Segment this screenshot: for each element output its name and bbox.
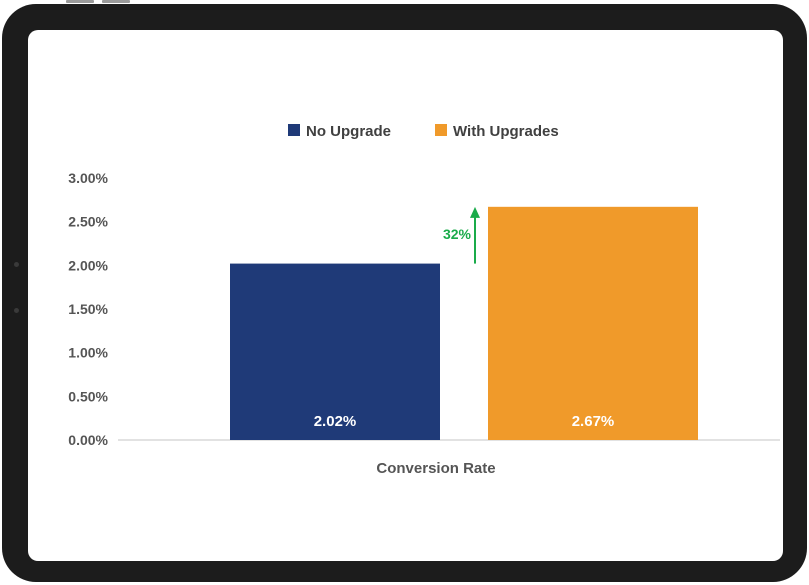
legend: No Upgrade With Upgrades bbox=[288, 123, 559, 140]
tablet-screen: No Upgrade With Upgrades 0.00% 0.50% 1.00%… bbox=[28, 30, 783, 561]
legend-label-with-upgrades: With Upgrades bbox=[453, 123, 559, 140]
y-tick-label: 2.50% bbox=[68, 214, 108, 230]
increase-annotation: 32% bbox=[443, 206, 480, 264]
y-tick-label: 3.00% bbox=[68, 170, 108, 186]
legend-swatch-with-upgrades bbox=[435, 124, 447, 136]
x-category-label: Conversion Rate bbox=[376, 460, 495, 477]
y-axis-ticks: 0.00% 0.50% 1.00% 1.50% 2.00% 2.50% 3.00% bbox=[68, 170, 108, 448]
data-label: 2.02% bbox=[314, 413, 357, 430]
y-tick-label: 1.00% bbox=[68, 345, 108, 361]
y-tick-label: 2.00% bbox=[68, 257, 108, 273]
arrow-head bbox=[470, 206, 480, 218]
sensor-dot bbox=[14, 308, 19, 313]
bar-no-upgrade bbox=[230, 263, 440, 440]
camera-dot bbox=[14, 262, 19, 267]
legend-swatch-no-upgrade bbox=[288, 124, 300, 136]
increase-label: 32% bbox=[443, 226, 472, 242]
volume-button bbox=[66, 0, 94, 3]
bar-chart: No Upgrade With Upgrades 0.00% 0.50% 1.00%… bbox=[68, 123, 780, 477]
bar-with-upgrades bbox=[488, 206, 698, 440]
bars: 2.02% 2.67% bbox=[230, 206, 698, 440]
y-tick-label: 0.00% bbox=[68, 432, 108, 448]
y-tick-label: 0.50% bbox=[68, 388, 108, 404]
power-button bbox=[102, 0, 130, 3]
y-tick-label: 1.50% bbox=[68, 301, 108, 317]
data-label: 2.67% bbox=[572, 413, 615, 430]
legend-label-no-upgrade: No Upgrade bbox=[306, 123, 391, 140]
